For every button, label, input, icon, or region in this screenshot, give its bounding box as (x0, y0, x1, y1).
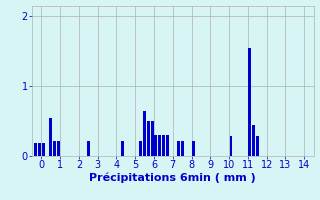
Bar (192, 141, 195, 156)
Bar (252, 125, 255, 156)
Bar (248, 48, 251, 156)
Bar (256, 136, 259, 156)
Bar (34, 143, 37, 156)
Bar (155, 135, 157, 156)
Bar (229, 136, 232, 156)
Bar (121, 141, 124, 156)
X-axis label: Précipitations 6min ( mm ): Précipitations 6min ( mm ) (89, 173, 256, 183)
Bar (177, 141, 180, 156)
Bar (42, 143, 45, 156)
Bar (140, 141, 142, 156)
Bar (143, 111, 146, 156)
Bar (49, 118, 52, 156)
Bar (57, 141, 60, 156)
Bar (166, 135, 169, 156)
Bar (87, 141, 90, 156)
Bar (53, 141, 56, 156)
Bar (151, 121, 154, 156)
Bar (162, 135, 165, 156)
Bar (38, 143, 41, 156)
Bar (147, 121, 150, 156)
Bar (158, 135, 161, 156)
Bar (181, 141, 184, 156)
